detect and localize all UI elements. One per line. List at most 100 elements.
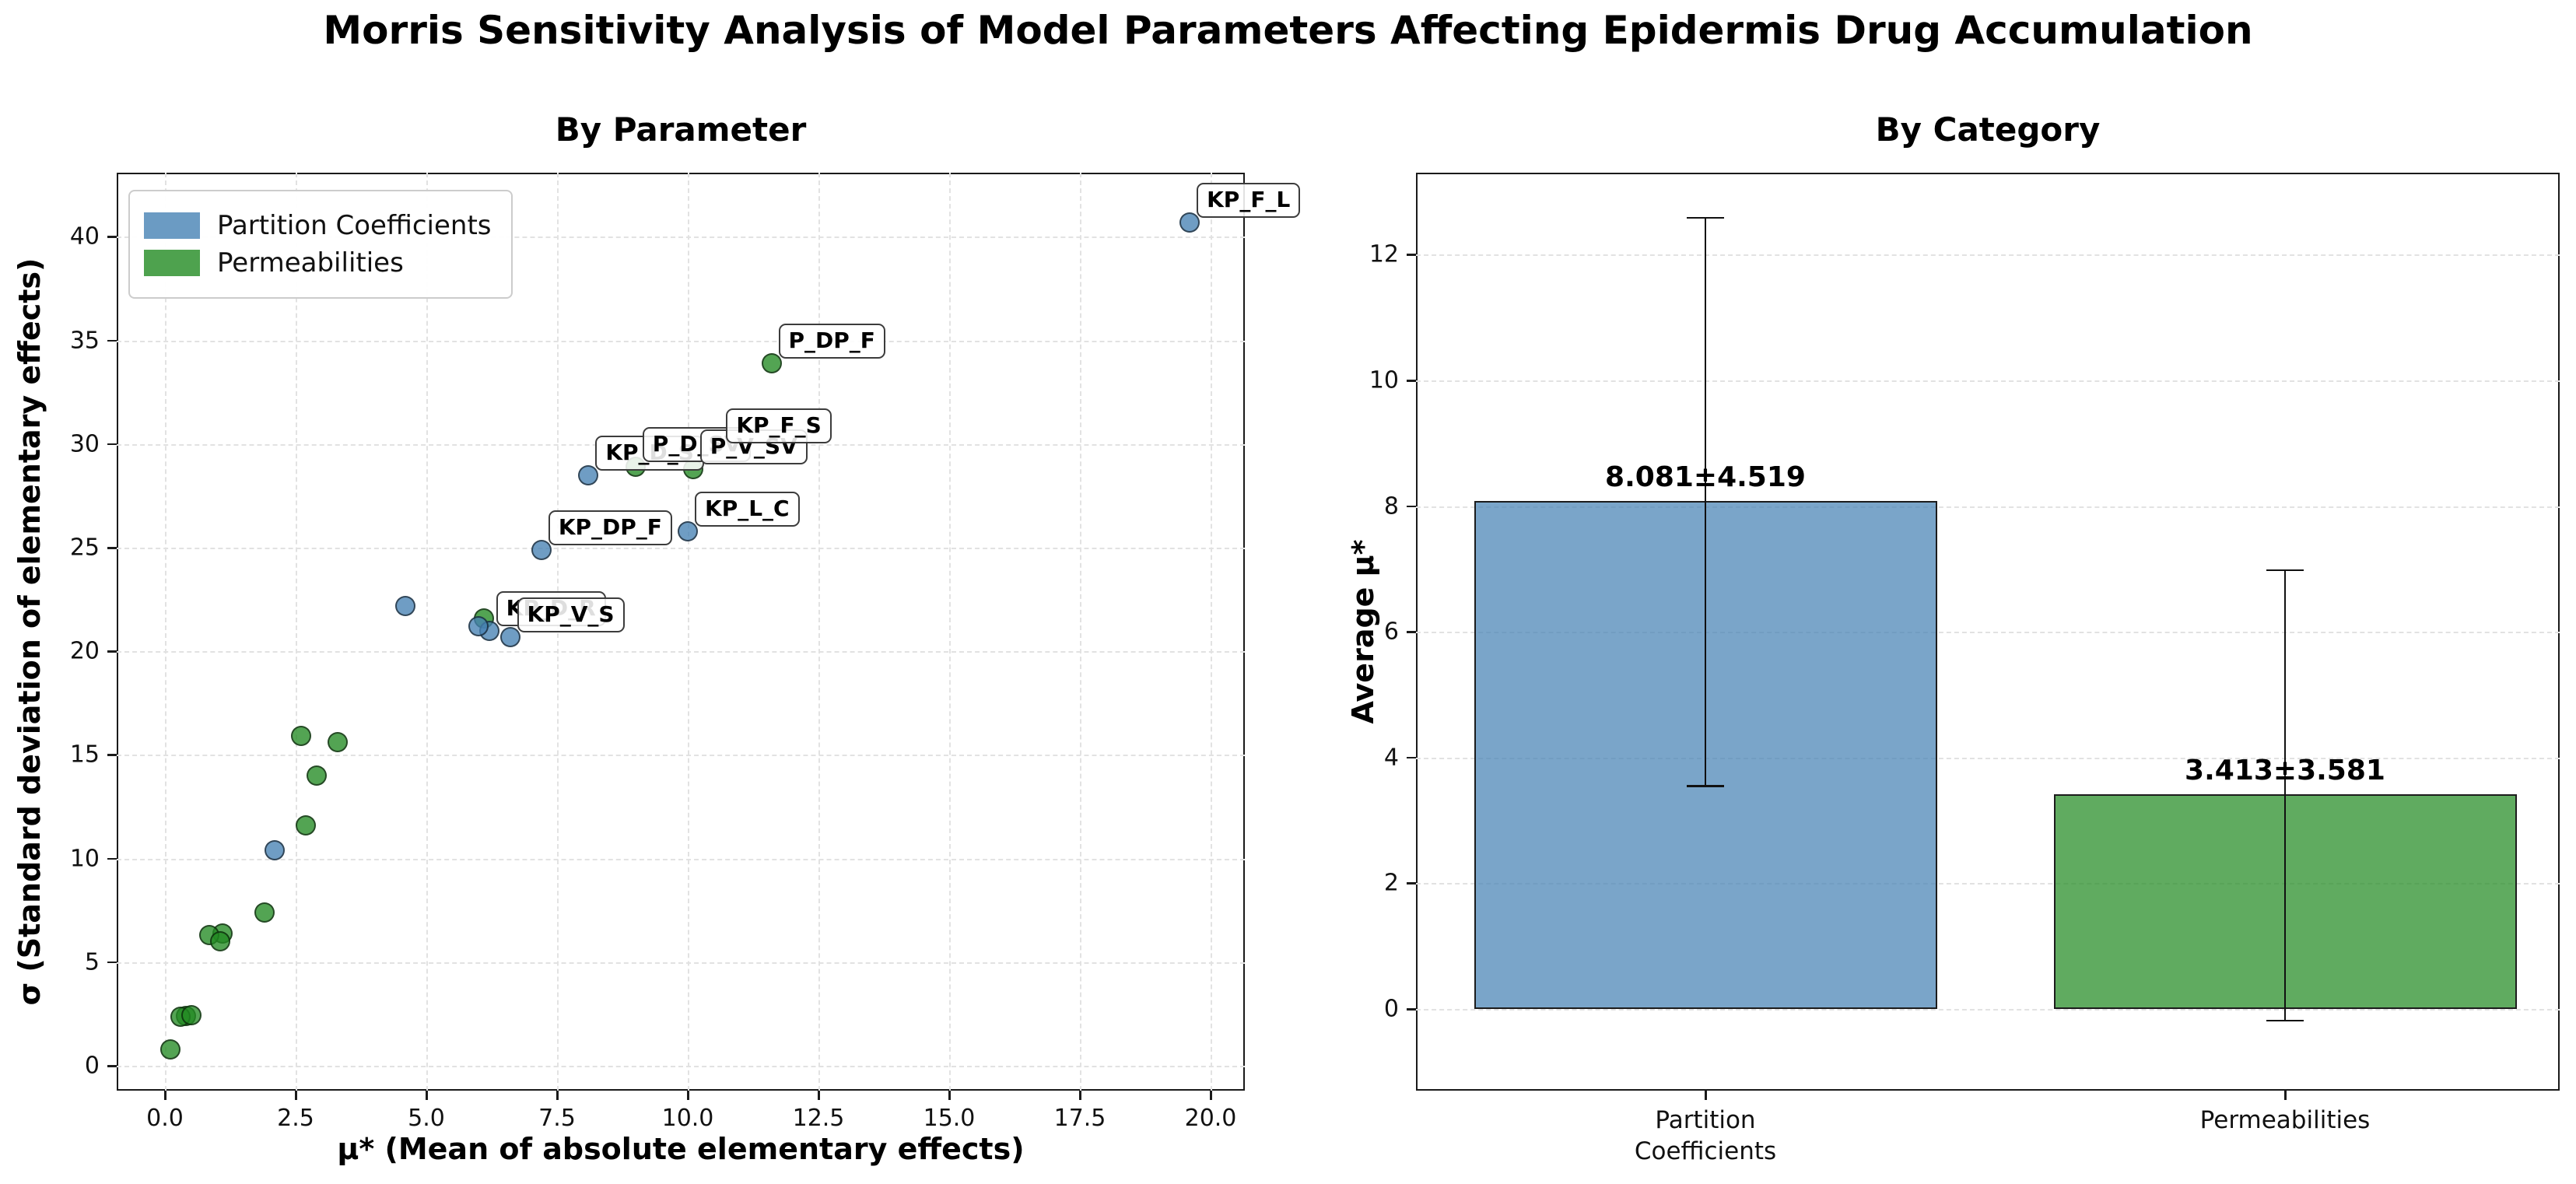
y-tick-mark	[1407, 505, 1416, 508]
x-tick-label: 5.0	[408, 1105, 445, 1132]
gridline	[117, 755, 1245, 757]
error-bar-cap	[1687, 216, 1724, 219]
y-tick-mark	[107, 339, 117, 342]
x-tick-mark	[1705, 1091, 1707, 1100]
gridline	[1211, 173, 1212, 1091]
y-tick-label: 6	[1383, 618, 1399, 646]
x-tick-label: 12.5	[792, 1105, 845, 1132]
legend: Partition Coefficients Permeabilities	[128, 190, 513, 299]
scatter-point	[159, 1039, 180, 1060]
y-tick-mark	[107, 650, 117, 653]
scatter-point	[180, 1004, 202, 1025]
y-tick-mark	[107, 961, 117, 964]
gridline	[117, 1066, 1245, 1067]
gridline	[117, 651, 1245, 653]
x-tick-mark	[818, 1091, 820, 1100]
scatter-point	[209, 931, 230, 952]
y-tick-mark	[1407, 756, 1416, 759]
scatter-point	[1179, 212, 1200, 233]
gridline	[1416, 883, 2560, 885]
x-tick-mark	[426, 1091, 428, 1100]
bar-value-label: 8.081±4.519	[1605, 461, 1806, 494]
gridline	[117, 962, 1245, 964]
x-tick-label: 15.0	[923, 1105, 976, 1132]
scatter-point	[678, 520, 698, 541]
point-label: KP_F_S	[726, 408, 832, 444]
scatter-point	[254, 902, 275, 923]
y-tick-label: 25	[69, 534, 100, 562]
y-tick-label: 8	[1383, 492, 1399, 520]
y-tick-mark	[1407, 882, 1416, 884]
y-tick-mark	[1407, 254, 1416, 256]
y-tick-mark	[107, 754, 117, 756]
y-tick-label: 0	[84, 1052, 100, 1080]
x-tick-mark	[295, 1091, 297, 1100]
legend-label: Permeabilities	[217, 247, 404, 278]
gridline	[688, 173, 689, 1091]
x-category-label: Partition Coefficients	[1634, 1106, 1777, 1166]
error-bar-cap	[1687, 785, 1724, 787]
gridline	[1416, 380, 2560, 382]
x-tick-mark	[2284, 1091, 2287, 1100]
error-bar-cap	[2266, 569, 2304, 572]
point-label: KP_F_L	[1197, 182, 1301, 218]
x-tick-label: 20.0	[1184, 1105, 1237, 1132]
gridline	[117, 548, 1245, 549]
gridline	[296, 173, 297, 1091]
y-tick-mark	[1407, 1008, 1416, 1011]
point-label: KP_DP_F	[548, 510, 672, 545]
gridline	[1416, 506, 2560, 508]
y-tick-label: 35	[69, 327, 100, 355]
y-tick-label: 0	[1383, 995, 1399, 1023]
scatter-point	[306, 765, 327, 786]
point-label: KP_V_S	[517, 597, 625, 632]
x-tick-label: 2.5	[277, 1105, 314, 1132]
x-category-label: Permeabilities	[2199, 1106, 2371, 1134]
y-tick-mark	[107, 547, 117, 549]
scatter-point	[296, 814, 317, 835]
x-tick-mark	[1210, 1091, 1212, 1100]
scatter-point	[327, 732, 348, 753]
scatter-title: By Parameter	[555, 110, 807, 149]
scatter-point	[290, 726, 311, 747]
x-tick-label: 0.0	[146, 1105, 184, 1132]
y-tick-label: 30	[69, 430, 100, 458]
bar-title: By Category	[1875, 110, 2101, 149]
x-tick-mark	[1079, 1091, 1081, 1100]
gridline	[117, 858, 1245, 860]
bar-value-label: 3.413±3.581	[2185, 755, 2385, 787]
gridline	[1416, 632, 2560, 634]
error-bar-cap	[2266, 1019, 2304, 1022]
point-label: KP_L_C	[695, 491, 800, 527]
y-tick-mark	[1407, 380, 1416, 382]
error-bar	[1704, 216, 1707, 786]
error-bar	[2283, 569, 2287, 1020]
y-tick-mark	[107, 443, 117, 446]
scatter-point	[265, 839, 286, 860]
y-tick-label: 40	[69, 222, 100, 250]
gridline	[426, 173, 428, 1091]
y-tick-label: 5	[84, 948, 100, 976]
y-tick-label: 12	[1369, 240, 1399, 268]
figure-title: Morris Sensitivity Analysis of Model Par…	[323, 8, 2253, 53]
gridline	[165, 173, 166, 1091]
x-tick-label: 7.5	[538, 1105, 576, 1132]
y-tick-label: 2	[1383, 869, 1399, 897]
y-tick-label: 10	[1369, 366, 1399, 394]
gridline	[949, 173, 951, 1091]
x-tick-mark	[164, 1091, 166, 1100]
scatter-point	[578, 464, 599, 485]
y-tick-label: 15	[69, 741, 100, 769]
y-tick-label: 20	[69, 637, 100, 665]
x-tick-label: 17.5	[1053, 1105, 1106, 1132]
scatter-plot-area	[117, 173, 1245, 1091]
partition-swatch-icon	[144, 212, 200, 239]
legend-item-partition: Partition Coefficients	[144, 210, 491, 241]
gridline	[117, 236, 1245, 239]
scatter-point	[468, 616, 489, 637]
y-tick-label: 10	[69, 845, 100, 873]
scatter-point	[499, 626, 520, 647]
scatter-point	[531, 539, 552, 560]
scatter-yaxis-label: σ (Standard deviation of elementary effe…	[12, 257, 47, 1006]
